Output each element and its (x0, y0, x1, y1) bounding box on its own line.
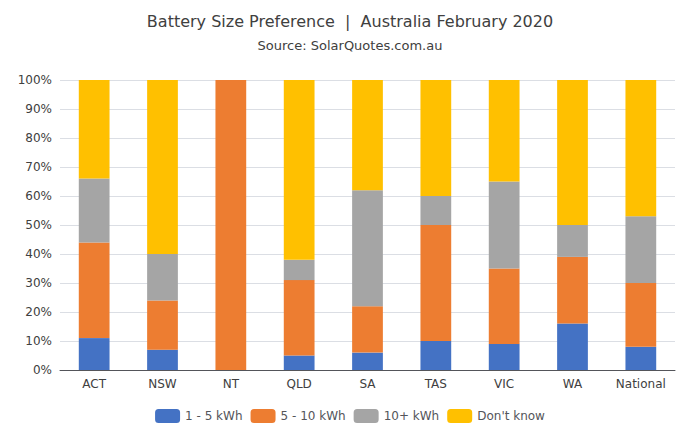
svg-text:60%: 60% (25, 189, 52, 203)
svg-text:0%: 0% (33, 363, 52, 377)
svg-text:NSW: NSW (148, 377, 177, 391)
svg-text:90%: 90% (25, 102, 52, 116)
svg-text:TAS: TAS (424, 377, 447, 391)
svg-text:QLD: QLD (286, 377, 311, 391)
svg-text:10+ kWh: 10+ kWh (384, 409, 440, 423)
svg-text:100%: 100% (18, 73, 52, 87)
svg-text:30%: 30% (25, 276, 52, 290)
svg-text:ACT: ACT (82, 377, 106, 391)
svg-text:70%: 70% (25, 160, 52, 174)
svg-text:80%: 80% (25, 131, 52, 145)
svg-text:National: National (616, 377, 666, 391)
svg-text:10%: 10% (25, 334, 52, 348)
svg-text:50%: 50% (25, 218, 52, 232)
svg-text:20%: 20% (25, 305, 52, 319)
svg-text:Source: SolarQuotes.com.au: Source: SolarQuotes.com.au (258, 38, 443, 53)
svg-text:VIC: VIC (494, 377, 514, 391)
svg-text:1 - 5 kWh: 1 - 5 kWh (185, 409, 242, 423)
svg-text:5 - 10 kWh: 5 - 10 kWh (281, 409, 346, 423)
svg-text:Battery Size Preference | Au: Battery Size Preference | Australia Febr… (147, 12, 553, 31)
svg-text:SA: SA (359, 377, 376, 391)
svg-text:NT: NT (223, 377, 240, 391)
svg-text:40%: 40% (25, 247, 52, 261)
svg-text:WA: WA (563, 377, 583, 391)
svg-text:Don't know: Don't know (477, 409, 545, 423)
